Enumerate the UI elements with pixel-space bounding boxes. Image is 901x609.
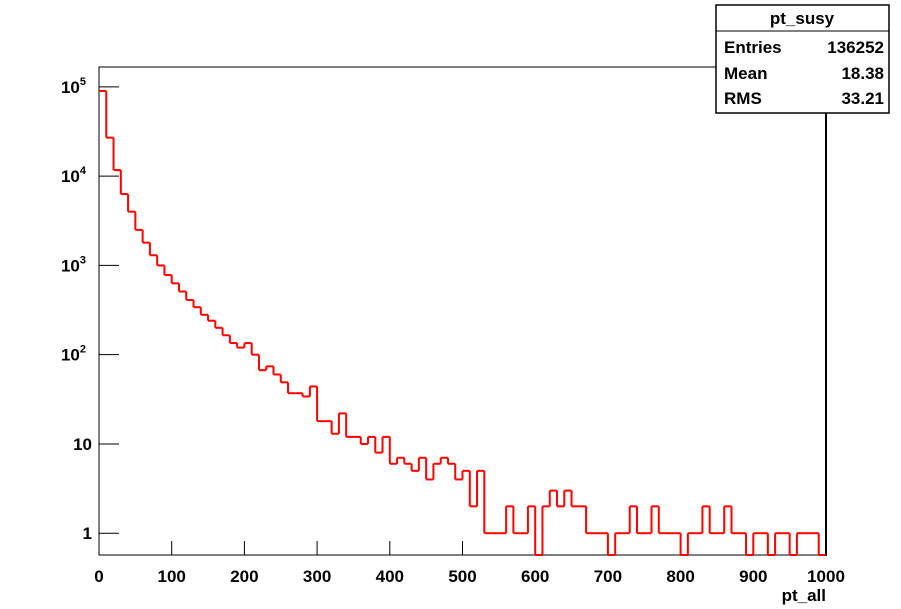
x-tick-label: 200 xyxy=(230,567,258,586)
histogram xyxy=(99,89,826,556)
y-tick-label: 103 xyxy=(61,254,86,275)
stats-value: 136252 xyxy=(827,38,884,57)
stats-label: Entries xyxy=(724,38,782,57)
x-tick-label: 300 xyxy=(303,567,331,586)
x-tick-label: 900 xyxy=(739,567,767,586)
x-tick-label: 800 xyxy=(666,567,694,586)
y-tick-label: 105 xyxy=(61,76,86,97)
x-tick-label: 1000 xyxy=(807,567,845,586)
y-tick-label: 104 xyxy=(61,165,87,186)
y-tick-label: 102 xyxy=(61,344,86,365)
stats-frame xyxy=(715,4,890,114)
x-tick-label: 600 xyxy=(521,567,549,586)
y-tick-label: 10 xyxy=(73,435,92,454)
plot-frame xyxy=(98,66,827,556)
x-tick-label: 700 xyxy=(594,567,622,586)
x-axis-label: pt_all xyxy=(782,586,826,605)
x-tick-label: 0 xyxy=(94,567,103,586)
stats-value: 33.21 xyxy=(841,89,884,108)
stats-value: 18.38 xyxy=(841,64,884,83)
x-tick-label: 400 xyxy=(376,567,404,586)
stats-label: RMS xyxy=(724,89,762,108)
stats-title: pt_susy xyxy=(770,9,835,28)
stats-box: pt_susy Entries 136252 Mean 18.38 RMS 33… xyxy=(715,4,890,114)
x-tick-label: 500 xyxy=(448,567,476,586)
stats-label: Mean xyxy=(724,64,767,83)
y-tick-label: 1 xyxy=(83,524,92,543)
x-tick-label: 100 xyxy=(158,567,186,586)
